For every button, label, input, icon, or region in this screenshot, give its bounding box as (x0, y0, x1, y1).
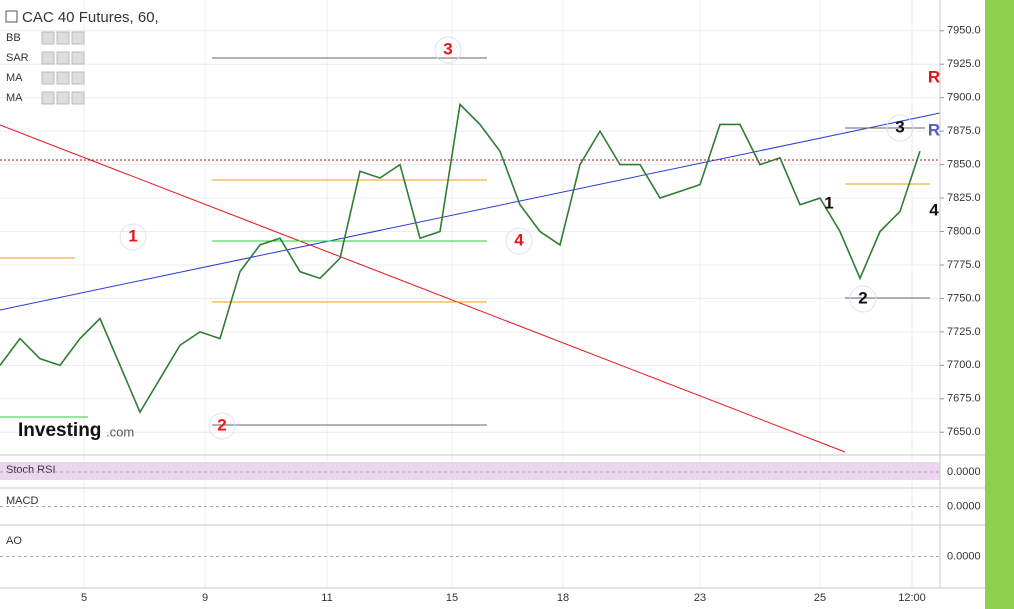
trend-line (0, 112, 941, 311)
indicator-icon[interactable] (41, 51, 55, 65)
x-tick-label: 12:00 (898, 592, 926, 604)
y-tick-label: 0.0000 (947, 500, 981, 512)
trend-line (0, 124, 846, 453)
annotation: R (928, 67, 940, 86)
price-line (0, 102, 921, 414)
y-tick-label: 7650.0 (947, 426, 981, 438)
x-tick-label: 5 (81, 592, 87, 604)
y-tick-label: 7875.0 (947, 125, 981, 137)
annotation: 1 (824, 193, 833, 212)
y-tick-label: 7825.0 (947, 192, 981, 204)
indicator-icon[interactable] (56, 31, 70, 45)
indicator-icon[interactable] (71, 51, 85, 65)
annotation: 2 (217, 415, 226, 434)
annotation-ring (208, 412, 236, 440)
indicator-icon[interactable] (56, 91, 70, 105)
y-tick-label: 7675.0 (947, 393, 981, 405)
chart-title: CAC 40 Futures, 60, (22, 9, 159, 26)
y-tick-label: 7925.0 (947, 58, 981, 70)
y-tick-label: 7850.0 (947, 159, 981, 171)
y-tick-label: 0.0000 (947, 466, 981, 478)
indicator-icon[interactable] (41, 31, 55, 45)
x-tick-label: 18 (557, 592, 569, 604)
annotation-ring (119, 223, 147, 251)
indicator-icon[interactable] (71, 91, 85, 105)
y-tick-label: 7775.0 (947, 259, 981, 271)
indicator-label: MA (6, 72, 23, 84)
x-tick-label: 15 (446, 592, 458, 604)
indicator-label: SAR (6, 52, 29, 64)
annotation: 3 (443, 39, 452, 58)
pane-title: Stoch RSI (6, 464, 56, 476)
indicator-icon[interactable] (41, 91, 55, 105)
side-bar (985, 0, 1014, 609)
x-tick-label: 23 (694, 592, 706, 604)
y-tick-label: 7800.0 (947, 225, 981, 237)
annotation: R (928, 120, 940, 139)
stoch-band (0, 462, 940, 480)
annotation-ring (886, 114, 914, 142)
indicator-label: MA (6, 92, 23, 104)
y-tick-label: 7950.0 (947, 25, 981, 37)
y-tick-label: 7750.0 (947, 292, 981, 304)
x-tick-label: 11 (321, 592, 332, 604)
pane-title: AO (6, 535, 22, 547)
annotation: 1 (128, 226, 137, 245)
annotation: 2 (858, 288, 867, 307)
y-tick-label: 7700.0 (947, 359, 981, 371)
y-tick-label: 0.0000 (947, 550, 981, 562)
logo-suffix: .com (106, 424, 134, 439)
annotation: 3 (895, 117, 904, 136)
annotation-ring (505, 227, 533, 255)
annotation-ring (849, 285, 877, 313)
annotation: 4 (929, 200, 939, 219)
y-tick-label: 7725.0 (947, 326, 981, 338)
indicator-icon[interactable] (56, 71, 70, 85)
indicator-icon[interactable] (71, 31, 85, 45)
indicator-icon[interactable] (56, 51, 70, 65)
pane-title: MACD (6, 495, 38, 507)
annotation: 4 (514, 230, 524, 249)
y-tick-label: 7900.0 (947, 92, 981, 104)
annotation-ring (434, 36, 462, 64)
indicator-label: BB (6, 32, 21, 44)
indicator-icon[interactable] (41, 71, 55, 85)
x-tick-label: 25 (814, 592, 826, 604)
indicator-icon[interactable] (71, 71, 85, 85)
logo: Investing (18, 420, 101, 441)
x-tick-label: 9 (202, 592, 208, 604)
collapse-icon[interactable] (5, 10, 18, 23)
